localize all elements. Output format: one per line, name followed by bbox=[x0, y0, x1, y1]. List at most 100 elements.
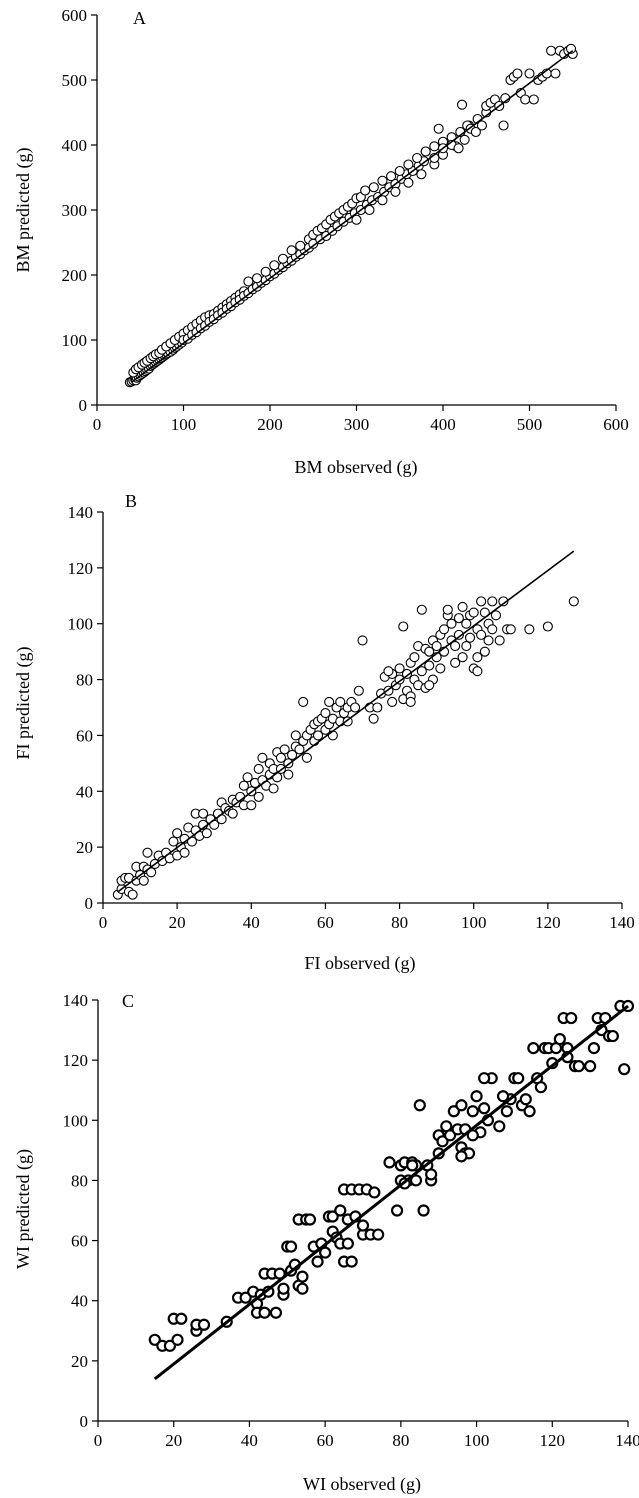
panel-c-data-point bbox=[286, 1242, 296, 1252]
panel-b-data-point bbox=[506, 625, 515, 634]
panel-b-y-tick-label: 120 bbox=[68, 559, 94, 578]
panel-c-data-point bbox=[260, 1308, 270, 1318]
panel-c-data-point bbox=[313, 1257, 323, 1267]
panel-c-x-tick-label: 80 bbox=[392, 1431, 409, 1450]
panel-a-y-tick-label: 200 bbox=[62, 266, 88, 285]
panel-c-data-point bbox=[373, 1230, 383, 1240]
panel-a-data-point bbox=[270, 261, 279, 270]
panel-b-data-point bbox=[358, 636, 367, 645]
panel-b-data-point bbox=[328, 731, 337, 740]
panel-b-x-tick-label: 140 bbox=[609, 913, 635, 932]
panel-b-data-point bbox=[480, 647, 489, 656]
panel-c-data-point bbox=[347, 1257, 357, 1267]
panel-a-y-axis-label: BM predicted (g) bbox=[13, 148, 34, 273]
panel-b-data-point bbox=[254, 792, 263, 801]
panel-a-data-point bbox=[413, 154, 422, 163]
panel-b-fi-chart: B FI observed (g) FI predicted (g) 0 20 40… bbox=[13, 491, 635, 974]
panel-b-data-point bbox=[466, 633, 475, 642]
panel-c-data-point bbox=[415, 1100, 425, 1110]
panel-c-x-tick-label: 100 bbox=[464, 1431, 490, 1450]
panel-c-data-point bbox=[502, 1106, 512, 1116]
panel-c-data-point bbox=[479, 1103, 489, 1113]
panel-a-data-point bbox=[391, 187, 400, 196]
panel-c-y-tick-label: 120 bbox=[63, 1051, 89, 1070]
panel-b-data-point bbox=[247, 801, 256, 810]
panel-c-data-point bbox=[426, 1169, 436, 1179]
panel-c-data-point bbox=[305, 1215, 315, 1225]
panel-c-data-point bbox=[555, 1034, 565, 1044]
panel-c-data-point bbox=[456, 1100, 466, 1110]
panel-c-x-tick-label: 60 bbox=[317, 1431, 334, 1450]
panel-c-data-point bbox=[407, 1160, 417, 1170]
panel-b-data-point bbox=[425, 681, 434, 690]
panel-c-data-point bbox=[176, 1314, 186, 1324]
panel-a-x-tick-label: 0 bbox=[93, 415, 102, 434]
panel-c-y-tick-label: 80 bbox=[71, 1171, 88, 1190]
panel-c-data-point bbox=[199, 1320, 209, 1330]
panel-a-data-point bbox=[547, 46, 556, 55]
panel-b-x-tick-label: 60 bbox=[317, 913, 334, 932]
panel-c-data-point bbox=[271, 1308, 281, 1318]
panel-b-y-axis-label: FI predicted (g) bbox=[13, 647, 34, 760]
panel-c-data-point bbox=[279, 1284, 289, 1294]
panel-b-data-point bbox=[180, 848, 189, 857]
panel-a-x-tick-label: 600 bbox=[603, 415, 629, 434]
panel-b-y-tick-label: 20 bbox=[76, 838, 93, 857]
panel-a-x-tick-label: 400 bbox=[430, 415, 456, 434]
panel-a-x-tick-label: 500 bbox=[517, 415, 543, 434]
panel-b-label: B bbox=[125, 491, 137, 511]
panel-c-x-tick-label: 120 bbox=[540, 1431, 566, 1450]
panel-a-data-point bbox=[404, 160, 413, 169]
panel-a-data-point bbox=[296, 241, 305, 250]
panel-b-data-point bbox=[488, 597, 497, 606]
panel-c-data-point bbox=[619, 1064, 629, 1074]
panel-c-y-tick-label: 20 bbox=[71, 1352, 88, 1371]
panel-a-data-point bbox=[430, 142, 439, 151]
panel-b-data-point bbox=[369, 714, 378, 723]
panel-b-data-point bbox=[388, 697, 397, 706]
panel-b-data-point bbox=[569, 597, 578, 606]
panel-b-y-tick-label: 80 bbox=[76, 671, 93, 690]
panel-b-data-point bbox=[299, 697, 308, 706]
panel-b-x-tick-label: 20 bbox=[169, 913, 186, 932]
panel-b-data-point bbox=[384, 667, 393, 676]
panel-c-y-tick-label: 100 bbox=[63, 1111, 89, 1130]
panel-b-data-point bbox=[406, 697, 415, 706]
panel-b-data-point bbox=[462, 642, 471, 651]
panel-b-data-point bbox=[228, 809, 237, 818]
panel-a-y-tick-label: 600 bbox=[62, 6, 88, 25]
panel-b-data-point bbox=[477, 597, 486, 606]
panel-b-data-point bbox=[484, 636, 493, 645]
panel-b-data-point bbox=[295, 745, 304, 754]
panel-a-data-point bbox=[387, 172, 396, 181]
panel-b-data-point bbox=[417, 605, 426, 614]
panel-a-data-point bbox=[529, 95, 538, 104]
panel-c-x-axis-label: WI observed (g) bbox=[303, 1474, 421, 1495]
panel-b-y-tick-label: 40 bbox=[76, 782, 93, 801]
panel-b-x-tick-label: 100 bbox=[461, 913, 487, 932]
panel-b-data-point bbox=[443, 605, 452, 614]
panel-c-data-point bbox=[521, 1094, 531, 1104]
panel-b-data-point bbox=[488, 625, 497, 634]
panel-a-data-point bbox=[458, 100, 467, 109]
panel-c-data-point bbox=[297, 1272, 307, 1282]
panel-c-regression-line bbox=[155, 1006, 628, 1379]
panel-a-x-tick-label: 300 bbox=[344, 415, 370, 434]
panel-a-data-point bbox=[261, 267, 270, 276]
panel-a-data-point bbox=[421, 147, 430, 156]
panel-a-data-point bbox=[287, 246, 296, 255]
panel-b-x-axis-label: FI observed (g) bbox=[305, 953, 416, 974]
panel-c-y-tick-label: 40 bbox=[71, 1292, 88, 1311]
panel-b-x-tick-label: 80 bbox=[391, 913, 408, 932]
panel-c-data-point bbox=[528, 1043, 538, 1053]
panel-b-data-point bbox=[399, 622, 408, 631]
panel-a-data-point bbox=[513, 69, 522, 78]
panel-c-data-point bbox=[419, 1206, 429, 1216]
panel-a-x-axis-label: BM observed (g) bbox=[295, 457, 418, 478]
panel-c-data-point bbox=[608, 1031, 618, 1041]
panel-c-data-point bbox=[392, 1206, 402, 1216]
panel-a-label: A bbox=[133, 8, 146, 28]
panel-b-data-point bbox=[351, 703, 360, 712]
panel-b-data-point bbox=[354, 686, 363, 695]
panel-c-wi-chart: C WI observed (g) WI predicted (g) 0 20 40… bbox=[13, 991, 639, 1495]
